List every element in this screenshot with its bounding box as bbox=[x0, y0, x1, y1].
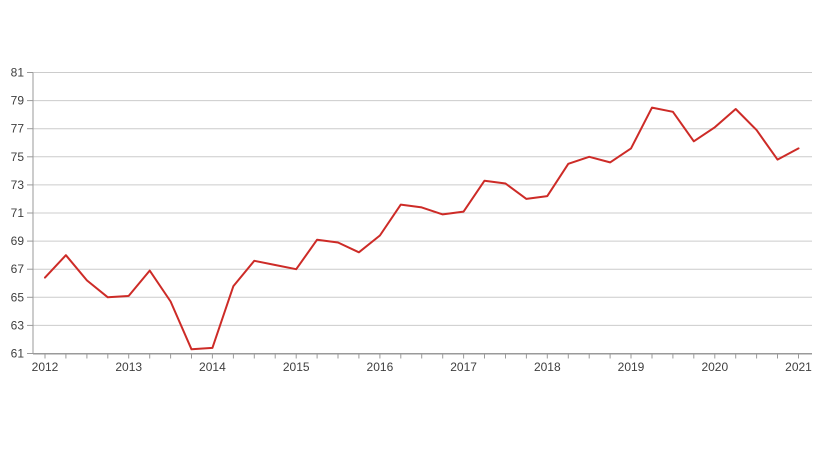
x-tick-label: 2014 bbox=[199, 360, 226, 374]
gridlines bbox=[33, 72, 812, 354]
x-tick-label: 2013 bbox=[115, 360, 142, 374]
x-tick-label: 2017 bbox=[450, 360, 477, 374]
y-tick-label: 79 bbox=[11, 94, 25, 108]
y-tick-label: 77 bbox=[11, 122, 25, 136]
y-tick-label: 71 bbox=[11, 206, 25, 220]
x-tick-label: 2019 bbox=[618, 360, 645, 374]
y-tick-label: 61 bbox=[11, 347, 25, 361]
x-axis-ticks: 2012 2013 2014 2015 2016 2017 2018 2019 2020 2021 bbox=[32, 354, 812, 374]
x-tick-label: 2012 bbox=[32, 360, 59, 374]
y-tick-label: 67 bbox=[11, 262, 25, 276]
y-tick-label: 75 bbox=[11, 150, 25, 164]
x-tick-label: 2021 bbox=[785, 360, 812, 374]
x-tick-label: 2016 bbox=[367, 360, 394, 374]
y-tick-label: 73 bbox=[11, 178, 25, 192]
y-tick-label: 65 bbox=[11, 290, 25, 304]
y-tick-label: 63 bbox=[11, 318, 25, 332]
x-tick-label: 2015 bbox=[283, 360, 310, 374]
y-tick-label: 81 bbox=[11, 66, 25, 80]
x-tick-label: 2018 bbox=[534, 360, 561, 374]
x-tick-label: 2020 bbox=[701, 360, 728, 374]
y-axis-ticks: 61 63 65 67 69 71 73 75 77 79 81 bbox=[11, 66, 33, 361]
series-line bbox=[44, 106, 800, 351]
y-tick-label: 69 bbox=[11, 234, 25, 248]
